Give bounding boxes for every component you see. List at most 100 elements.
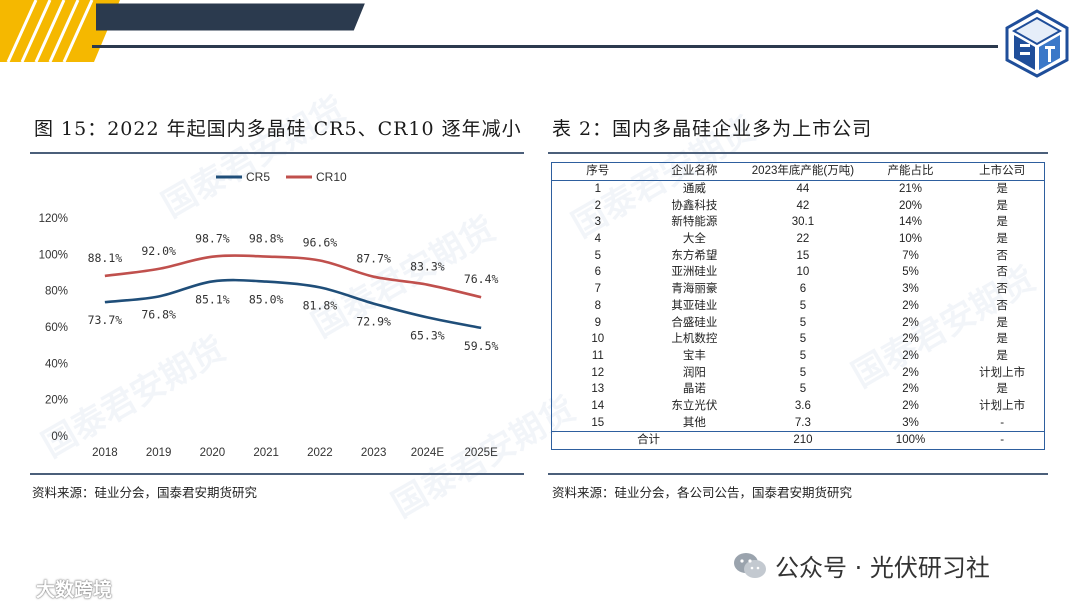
data-label: 88.1%	[88, 251, 123, 265]
header-cell: 产能占比	[887, 165, 934, 178]
table-row: 3 新特能源 30.1 14% 是	[552, 214, 1045, 231]
table-cell: 2%	[902, 349, 919, 362]
table-cell: 是	[996, 199, 1008, 212]
table-cell: 4	[594, 233, 601, 246]
table-cell: 7.3	[794, 416, 811, 429]
table-source: 资料来源：硅业分会，各公司公告，国泰君安期货研究	[552, 485, 853, 500]
table-cell: 合盛硅业	[671, 316, 718, 329]
figure-title: 图 15：2022 年起国内多晶硅 CR5、CR10 逐年减小	[34, 118, 522, 140]
data-label: 59.5%	[464, 339, 499, 353]
table-row: 15 其他 7.3 3% -	[552, 414, 1045, 431]
table-row: 1 通威 44 21% 是	[552, 180, 1045, 197]
table-cell: 20%	[898, 199, 923, 212]
table-cell: 润阳	[682, 366, 706, 379]
data-label: 98.8%	[249, 232, 284, 246]
wechat-icon	[734, 552, 766, 578]
table-cell: 5%	[902, 266, 919, 279]
x-tick-label: 2021	[253, 447, 279, 459]
total-label: 合计	[551, 431, 746, 450]
figure-bottom-rule	[30, 473, 524, 475]
table-cell: 3.6	[794, 399, 811, 412]
table-cell: 5	[594, 249, 601, 262]
table-cell: 东立光伏	[671, 399, 718, 412]
table-cell: 10	[591, 333, 605, 346]
y-tick-label: 0%	[51, 431, 68, 443]
corner-watermark-text: 大数跨境	[36, 579, 113, 601]
company-logo-icon	[1005, 9, 1069, 78]
table-cell: 5	[799, 299, 807, 312]
table-cell: 14%	[898, 216, 923, 229]
table-cell: 5	[799, 383, 807, 396]
legend-label: CR5	[246, 170, 270, 184]
table-cell: 6	[594, 266, 601, 279]
table-cell: 11	[591, 349, 604, 362]
x-tick-label: 2020	[200, 447, 226, 459]
x-tick-label: 2024E	[411, 447, 445, 459]
table-header-row: 序号 企业名称 2023年底产能(万吨) 产能占比 上市公司	[551, 163, 1045, 181]
table-total-row: 合计 210 100% -	[551, 431, 1045, 450]
data-label: 85.1%	[195, 292, 230, 306]
data-label: 76.8%	[141, 307, 176, 321]
data-label: 65.3%	[410, 328, 445, 342]
header-bar	[96, 3, 365, 31]
table-cell: 通威	[682, 183, 706, 196]
y-tick-label: 20%	[45, 395, 68, 407]
table-row: 12 润阳 5 2% 计划上市	[552, 364, 1045, 381]
table-cell: 10%	[898, 233, 923, 246]
link-icon	[6, 581, 32, 596]
table-cell: 10	[796, 266, 810, 279]
table-cell: -	[960, 431, 1045, 450]
table-row: 4 大全 22 10% 是	[552, 231, 1045, 248]
data-label: 83.3%	[410, 260, 445, 274]
table-row: 5 东方希望 15 7% 否	[552, 247, 1045, 264]
table-cell: 5	[799, 349, 807, 362]
table-cell: 3%	[902, 283, 919, 296]
x-tick-label: 2022	[307, 447, 333, 459]
header-stripes	[0, 0, 120, 62]
table-cell: 210	[745, 431, 861, 450]
table-cell: 7%	[902, 249, 919, 262]
table-cell: 15	[796, 249, 810, 262]
table-cell: 计划上市	[979, 366, 1026, 379]
table-cell: 上机数控	[671, 333, 718, 346]
table-row: 6 亚洲硅业 10 5% 否	[552, 264, 1045, 281]
data-label: 85.0%	[249, 293, 284, 307]
table-cell: 14	[591, 399, 605, 412]
table-cell: 是	[996, 233, 1008, 246]
table-cell: 2%	[902, 316, 919, 329]
table-row: 11 宝丰 5 2% 是	[552, 348, 1045, 365]
x-tick-label: 2019	[146, 447, 172, 459]
table-row: 13 晶诺 5 2% 是	[552, 381, 1045, 398]
table-cell: -	[1000, 416, 1005, 429]
table-cell: 计划上市	[979, 399, 1026, 412]
table-cell: 15	[591, 416, 605, 429]
table-cell: 东方希望	[671, 249, 718, 262]
table-row: 10 上机数控 5 2% 是	[552, 331, 1045, 348]
table-cell: 新特能源	[671, 216, 718, 229]
table-cell: 宝丰	[682, 349, 706, 362]
table-cell: 3%	[902, 416, 919, 429]
table-cell: 30.1	[791, 216, 815, 229]
y-tick-label: 100%	[39, 249, 68, 261]
table-cell: 是	[996, 183, 1008, 196]
data-label: 81.8%	[303, 298, 338, 312]
table-cell: 6	[799, 283, 807, 296]
x-tick-label: 2025E	[464, 447, 498, 459]
table-cell: 是	[996, 383, 1008, 396]
table-cell: 否	[996, 266, 1008, 279]
table-cell: 2	[594, 199, 601, 212]
corner-watermark: 大数跨境	[6, 575, 112, 602]
table-cell: 22	[796, 233, 810, 246]
table-cell: 是	[996, 333, 1008, 346]
table-row: 7 青海丽豪 6 3% 否	[552, 281, 1045, 298]
table-cell: 21%	[898, 183, 923, 196]
data-label: 76.4%	[464, 272, 499, 286]
series-line-cr5	[104, 278, 482, 330]
data-label: 73.7%	[88, 313, 123, 327]
table-cell: 44	[796, 183, 810, 196]
wechat-label: 公众号 · 光伏研习社	[775, 554, 990, 582]
table-cell: 是	[996, 216, 1008, 229]
table-row: 14 东立光伏 3.6 2% 计划上市	[552, 398, 1045, 415]
legend-label: CR10	[316, 170, 347, 184]
capacity-table: 序号 企业名称 2023年底产能(万吨) 产能占比 上市公司 1 通威 44 21% 是…	[551, 162, 1045, 450]
